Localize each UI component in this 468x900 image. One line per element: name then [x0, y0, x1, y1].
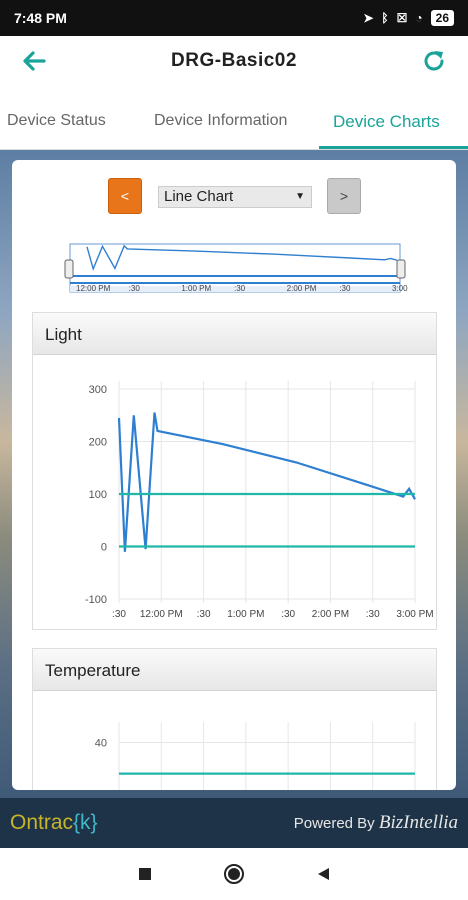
chart-type-select[interactable]: Line Chart ▼ [158, 186, 312, 208]
status-bar: 7:48 PM ➤ ᛒ ☒ ◔ 26 [0, 0, 468, 36]
arrow-left-icon[interactable] [20, 48, 48, 74]
x-tick-label: 3:00 PM [396, 609, 433, 620]
light-chart-panel: Light 300 200 100 0 -100 :30 12:00 PM :30 1:00 P… [32, 312, 437, 630]
y-tick-label: 40 [95, 737, 107, 749]
dropdown-arrow-icon: ▼ [295, 191, 305, 202]
navigator-tick-label: :30 [129, 284, 141, 293]
navigator-tick-label: :30 [339, 284, 351, 293]
brand-part-1: Ontrac [10, 811, 74, 834]
temperature-chart-title: Temperature [33, 649, 436, 691]
powered-by-label: Powered By [293, 815, 379, 832]
prev-chart-button[interactable]: < [108, 178, 142, 214]
tab-bar: Device Status Device Information Device … [0, 86, 468, 150]
navigator-tick-label: 1:00 PM [181, 284, 211, 293]
x-tick-label: :30 [281, 609, 295, 620]
x-tick-label: 12:00 PM [140, 609, 183, 620]
tab-device-information[interactable]: Device Information [154, 112, 288, 129]
tab-device-charts[interactable]: Device Charts [333, 112, 440, 131]
chart-type-value: Line Chart [164, 188, 234, 205]
navigator-tick-label: 2:00 PM [287, 284, 317, 293]
circle-icon [223, 864, 244, 884]
y-tick-label: 200 [89, 437, 107, 449]
navigator-tick-label: :30 [234, 284, 246, 293]
recent-apps-button[interactable] [130, 859, 160, 889]
x-tick-label: :30 [366, 609, 380, 620]
bizintellia-logo: BizIntellia [378, 812, 458, 833]
tab-device-status[interactable]: Device Status [7, 112, 106, 129]
location-icon: ➤ [363, 11, 374, 25]
home-button[interactable] [219, 859, 249, 889]
wifi-icon: ◔ [415, 11, 423, 25]
app-footer: Ontrac{k} Powered By BizIntellia [0, 798, 468, 848]
app-header: DRG-Basic02 [0, 36, 468, 86]
y-tick-label: 300 [89, 384, 107, 396]
refresh-icon[interactable] [420, 47, 448, 75]
bluetooth-icon: ᛒ [381, 11, 389, 25]
x-tick-label: 1:00 PM [227, 609, 264, 620]
x-tick-label: :30 [112, 609, 126, 620]
temperature-chart-panel: Temperature 4030 [32, 648, 437, 790]
active-tab-indicator [319, 146, 468, 149]
next-chart-button[interactable]: > [327, 178, 361, 214]
system-nav-bar [0, 848, 468, 900]
temperature-chart: 4030 [95, 722, 416, 790]
charts-card: < Line Chart ▼ > 12:00 PM :30 1:00 PM :30 2:… [12, 160, 456, 790]
triangle-back-icon [318, 868, 330, 880]
navigator-left-handle[interactable] [64, 259, 74, 279]
square-icon [138, 868, 151, 880]
y-tick-label: -100 [85, 594, 107, 606]
y-tick-label: 0 [101, 542, 107, 554]
sim-icon: ☒ [396, 11, 408, 25]
battery-icon: 26 [430, 10, 454, 26]
light-chart: 300 200 100 0 -100 :30 12:00 PM :30 1:00 PM :30 2:… [85, 381, 434, 620]
navigator-tick-label: 3:00 PM [392, 284, 408, 293]
navigator-scrollbar[interactable] [70, 286, 400, 292]
x-tick-label: :30 [197, 609, 211, 620]
y-tick-label: 100 [89, 489, 107, 501]
back-button[interactable] [308, 859, 338, 889]
status-time: 7:48 PM [14, 10, 67, 26]
status-icons: ➤ ᛒ ☒ ◔ 26 [363, 10, 454, 26]
navigator-tick-label: 12:00 PM [76, 284, 111, 293]
series-line-0 [117, 412, 416, 552]
powered-by: Powered By BizIntellia [294, 812, 458, 834]
range-navigator[interactable]: 12:00 PM :30 1:00 PM :30 2:00 PM :30 3:00 PM [62, 238, 408, 300]
ontrack-logo: Ontrac{k} [10, 811, 98, 835]
page-title: DRG-Basic02 [171, 50, 297, 71]
navigator-right-handle[interactable] [396, 259, 406, 279]
x-tick-label: 2:00 PM [312, 609, 349, 620]
light-chart-title: Light [33, 313, 436, 355]
brand-part-2: {k} [73, 811, 98, 834]
navigator-series-line [86, 244, 398, 272]
